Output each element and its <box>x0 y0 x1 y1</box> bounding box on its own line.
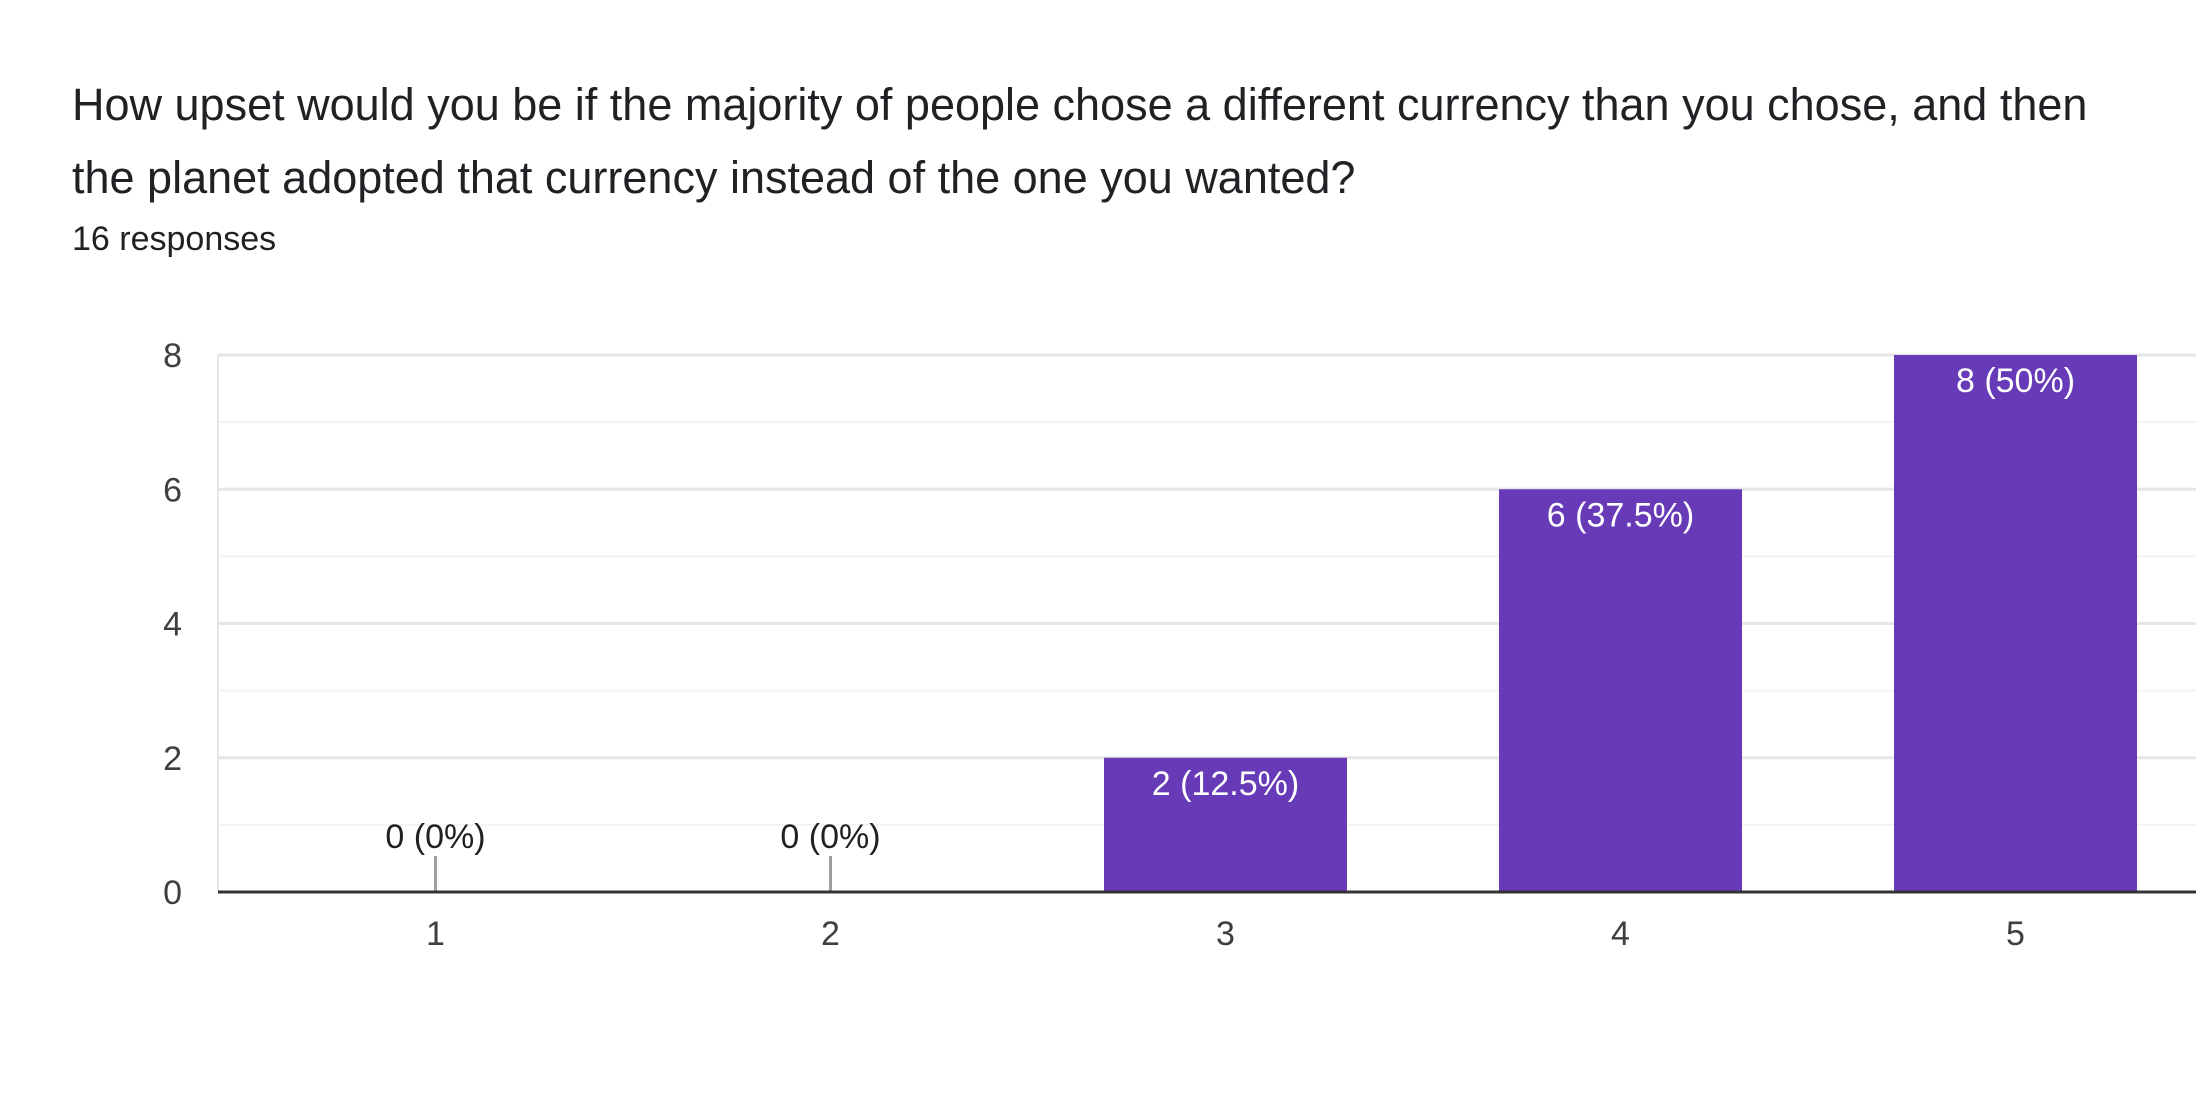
x-tick-label: 2 <box>821 915 840 953</box>
y-tick-label: 0 <box>163 874 182 912</box>
x-tick-label: 5 <box>2006 915 2025 953</box>
axes: 0 2 4 6 8 1 2 3 4 5 <box>163 337 2196 953</box>
question-title: How upset would you be if the majority o… <box>72 79 2088 203</box>
x-tick-label: 1 <box>426 915 445 953</box>
y-tick-label: 8 <box>163 337 182 375</box>
data-labels: 0 (0%) 0 (0%) 2 (12.5%) 6 (37.5%) 8 (50%) <box>385 362 2075 856</box>
data-label: 2 (12.5%) <box>1152 765 1299 803</box>
data-label: 8 (50%) <box>1956 362 2075 400</box>
grid-lines <box>217 353 2196 892</box>
data-label: 0 (0%) <box>780 818 880 856</box>
bar-5 <box>1894 355 2137 892</box>
x-tick-label: 3 <box>1216 915 1235 953</box>
y-tick-label: 4 <box>163 606 182 644</box>
y-tick-label: 6 <box>163 471 182 509</box>
bar-3 <box>1104 757 1347 892</box>
x-tick-label: 4 <box>1611 915 1630 953</box>
response-count: 16 responses <box>72 220 277 258</box>
bars <box>434 355 2137 892</box>
data-label: 6 (37.5%) <box>1547 496 1694 534</box>
y-tick-label: 2 <box>163 740 182 778</box>
data-label: 0 (0%) <box>385 818 485 856</box>
bar-4 <box>1499 489 1742 892</box>
